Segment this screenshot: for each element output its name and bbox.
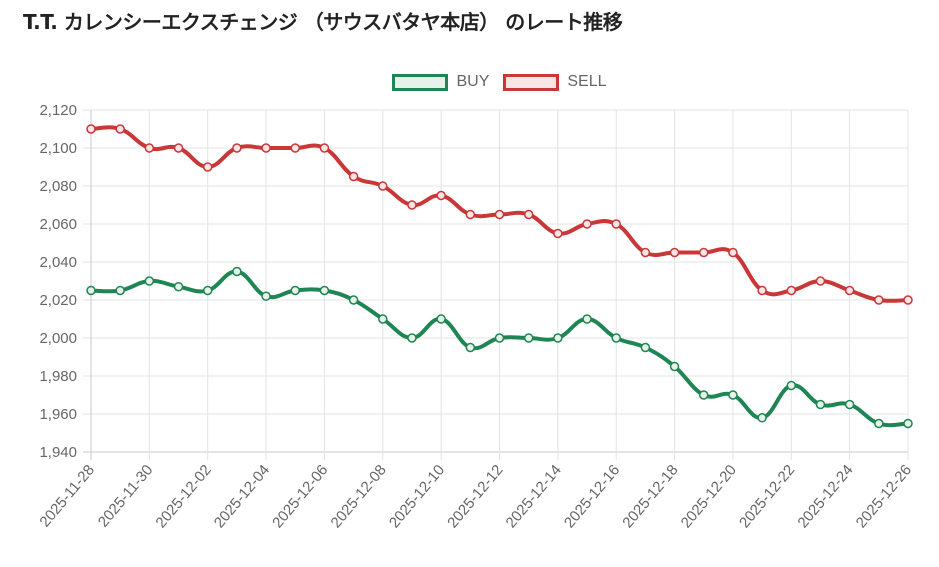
data-point-sell — [815, 276, 826, 286]
data-point-sell — [874, 295, 884, 305]
data-point-buy — [86, 285, 96, 296]
x-tick-label: 2025-12-06 — [269, 462, 331, 532]
data-point-sell — [115, 124, 125, 134]
data-point-sell — [786, 285, 797, 296]
legend-label-sell: SELL — [567, 73, 607, 90]
data-point-buy — [494, 333, 505, 343]
x-tick-label: 2025-12-14 — [503, 462, 565, 532]
data-point-sell — [202, 162, 213, 172]
y-tick-label: 1,960 — [39, 406, 77, 423]
data-point-sell — [173, 143, 184, 153]
y-tick-label: 2,100 — [39, 140, 77, 157]
data-point-buy — [553, 333, 563, 343]
x-tick-label: 2025-12-22 — [736, 462, 798, 532]
data-point-sell — [757, 285, 767, 296]
data-point-sell — [378, 181, 388, 191]
data-point-sell — [465, 209, 476, 220]
y-tick-label: 2,080 — [39, 178, 77, 195]
data-point-buy — [407, 333, 417, 343]
data-point-sell — [903, 295, 913, 305]
x-tick-label: 2025-11-30 — [95, 462, 157, 531]
data-point-buy — [757, 413, 767, 423]
data-point-buy — [874, 418, 884, 429]
y-tick-label: 1,940 — [39, 444, 77, 461]
data-point-buy — [115, 285, 125, 296]
data-point-buy — [202, 285, 213, 296]
data-point-sell — [407, 200, 417, 210]
data-point-buy — [728, 390, 738, 400]
data-point-sell — [232, 143, 242, 153]
data-point-sell — [261, 143, 271, 153]
legend-swatch-buy — [392, 73, 449, 91]
data-point-sell — [699, 247, 709, 258]
data-point-buy — [290, 285, 300, 296]
legend-item-buy[interactable]: BUY — [392, 73, 489, 91]
data-point-buy — [436, 314, 446, 324]
x-tick-label: 2025-12-26 — [853, 462, 915, 532]
data-point-buy — [903, 418, 913, 429]
data-point-buy — [465, 342, 476, 353]
x-tick-label: 2025-12-20 — [678, 462, 740, 532]
data-point-sell — [290, 143, 300, 153]
data-point-sell — [640, 247, 651, 258]
y-tick-label: 2,040 — [39, 254, 77, 271]
data-point-sell — [728, 247, 738, 258]
x-tick-label: 2025-12-02 — [152, 462, 214, 532]
chart-title: T.T. カレンシーエクスチェンジ （サウスバタヤ本店） のレート推移 — [23, 10, 623, 34]
data-point-buy — [815, 399, 826, 410]
legend-label-buy: BUY — [456, 73, 490, 90]
data-point-sell — [844, 285, 855, 296]
data-point-buy — [611, 333, 621, 343]
data-point-buy — [232, 266, 242, 277]
y-tick-label: 1,980 — [39, 368, 77, 385]
data-point-buy — [523, 333, 534, 343]
data-point-sell — [319, 143, 330, 153]
data-point-buy — [378, 314, 388, 324]
data-point-sell — [523, 209, 534, 220]
data-point-buy — [261, 291, 271, 301]
y-tick-label: 2,020 — [39, 292, 77, 309]
data-point-sell — [436, 190, 446, 201]
x-tick-label: 2025-12-04 — [211, 462, 273, 532]
data-point-buy — [582, 314, 592, 324]
data-point-buy — [786, 380, 797, 391]
data-point-buy — [699, 390, 709, 400]
x-tick-label: 2025-12-10 — [386, 462, 448, 532]
data-point-sell — [144, 143, 155, 153]
data-point-sell — [669, 247, 680, 258]
x-tick-label: 2025-11-28 — [36, 462, 98, 531]
data-point-sell — [553, 228, 563, 239]
data-point-sell — [611, 219, 621, 229]
y-tick-label: 2,000 — [39, 330, 77, 347]
data-point-sell — [582, 219, 592, 229]
data-point-buy — [348, 295, 359, 305]
x-tick-label: 2025-12-08 — [328, 462, 390, 532]
x-tick-label: 2025-12-16 — [561, 462, 623, 532]
x-tick-label: 2025-12-18 — [619, 462, 681, 532]
chart-legend: BUY SELL — [0, 73, 939, 91]
data-point-buy — [640, 342, 651, 353]
data-point-sell — [86, 124, 96, 134]
y-tick-label: 2,120 — [39, 102, 77, 119]
data-point-buy — [669, 361, 680, 372]
data-point-buy — [319, 285, 330, 296]
data-point-buy — [144, 276, 155, 286]
data-point-sell — [348, 171, 359, 182]
data-point-buy — [844, 399, 855, 410]
x-tick-label: 2025-12-24 — [794, 462, 856, 532]
data-point-buy — [173, 281, 184, 292]
legend-swatch-sell — [503, 73, 560, 91]
y-tick-label: 2,060 — [39, 216, 77, 233]
x-tick-label: 2025-12-12 — [444, 462, 506, 532]
legend-item-sell[interactable]: SELL — [503, 73, 607, 91]
data-point-sell — [494, 209, 505, 220]
